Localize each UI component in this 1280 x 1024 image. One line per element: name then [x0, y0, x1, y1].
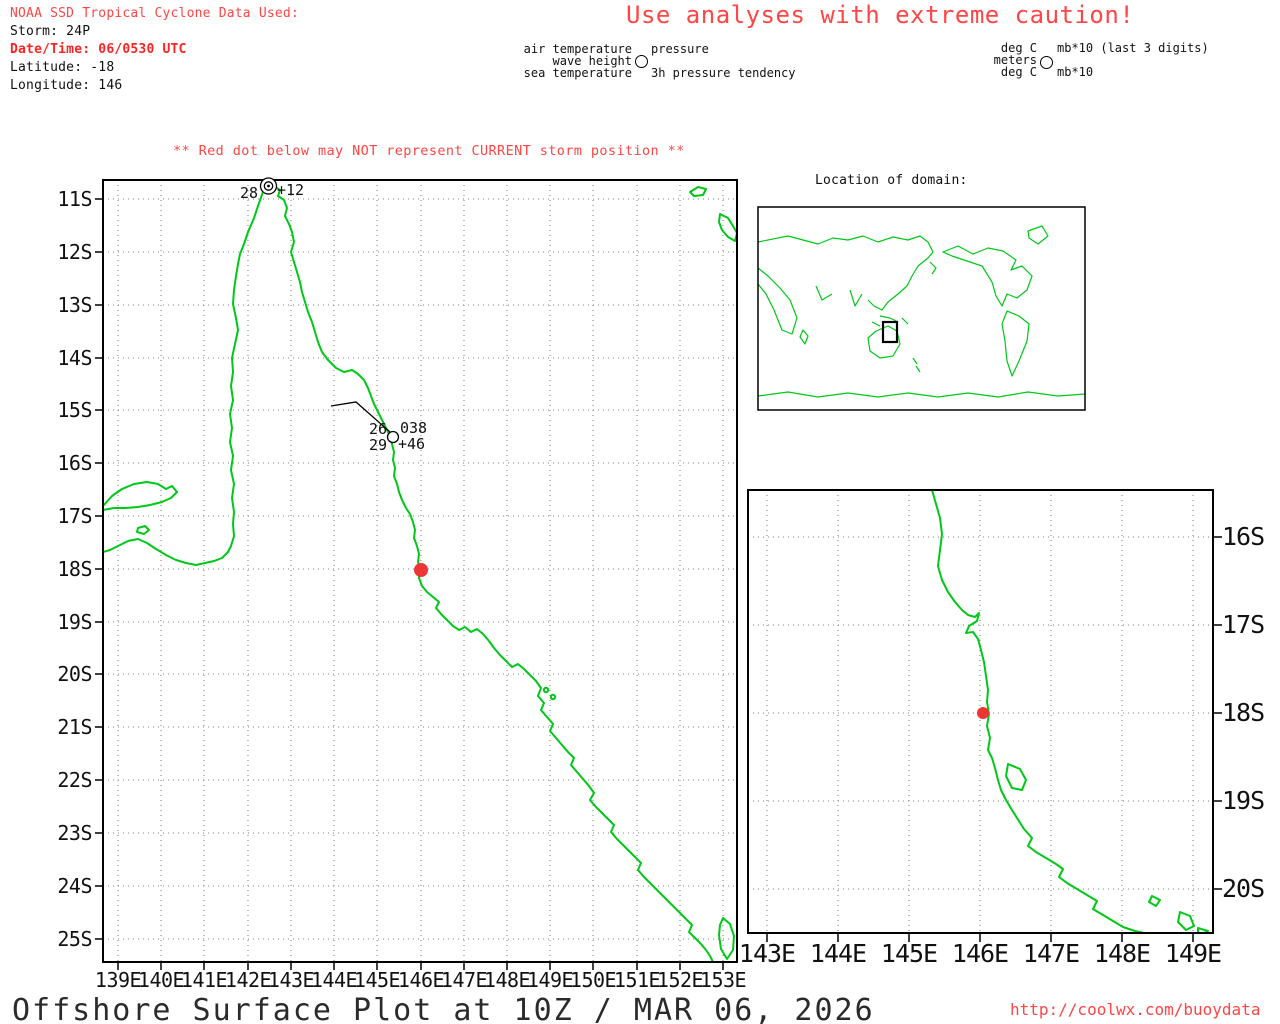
main-x-tick-label: 144E	[310, 968, 358, 992]
station-air-temp: 28	[239, 184, 258, 202]
main-x-tick-label: 140E	[137, 968, 185, 992]
inset-x-tick-label: 145E	[880, 939, 938, 968]
world-map-frame	[757, 206, 1086, 411]
inset-y-tick-label: 18S	[1222, 698, 1265, 727]
legend-air-temperature: air temperature	[523, 42, 632, 56]
queensland-coastline	[103, 180, 737, 962]
inset-y-tick-label: 20S	[1222, 874, 1265, 903]
legend-meters: meters	[993, 53, 1037, 67]
inset-x-tick-label: 149E	[1164, 939, 1222, 968]
main-x-tick-label: 147E	[440, 968, 488, 992]
main-y-tick-label: 21S	[57, 715, 92, 739]
storm-datetime: Date/Time: 06/0530 UTC	[10, 42, 187, 57]
main-x-tick-label: 149E	[526, 968, 574, 992]
main-y-tick-label: 12S	[57, 240, 92, 264]
station-circle-icon	[635, 55, 648, 68]
inset-x-tick-label: 144E	[809, 939, 867, 968]
main-y-tick-label: 25S	[57, 927, 92, 951]
main-y-tick-label: 14S	[57, 346, 92, 370]
main-x-tick-label: 150E	[569, 968, 617, 992]
caution-banner: Use analyses with extreme caution!	[626, 1, 1135, 29]
main-y-tick-label: 13S	[57, 293, 92, 317]
inset-x-tick-label: 143E	[738, 939, 796, 968]
main-x-tick-label: 148E	[483, 968, 531, 992]
legend-wave-height: wave height	[552, 54, 632, 68]
main-y-tick-label: 24S	[57, 874, 92, 898]
inset-y-tick-label: 16S	[1222, 522, 1265, 551]
station-tendency: +12	[277, 181, 305, 199]
wind-barb	[330, 401, 391, 433]
noaa-data-line: NOAA SSD Tropical Cyclone Data Used:	[10, 6, 299, 21]
main-x-tick-label: 143E	[267, 968, 315, 992]
station-air-temp: 26	[368, 420, 387, 438]
storm-id: Storm: 24P	[10, 24, 91, 39]
main-y-tick-label: 16S	[57, 451, 92, 475]
inset-grid	[748, 490, 1213, 933]
main-x-tick-label: 141E	[180, 968, 228, 992]
main-y-tick-label: 15S	[57, 398, 92, 422]
legend-degc-bottom: deg C	[1000, 65, 1037, 79]
inset-x-tick-label: 147E	[1022, 939, 1080, 968]
main-y-tick-label: 22S	[57, 768, 92, 792]
buoy-station-symbol	[259, 177, 278, 195]
world-locator-map	[757, 206, 1086, 411]
legend-mb10-top: mb*10 (last 3 digits)	[1057, 41, 1209, 55]
inset-y-tick-label: 19S	[1222, 786, 1265, 815]
main-map-frame	[102, 179, 738, 963]
storm-latitude: Latitude: -18	[10, 60, 115, 75]
station-sea-temp: 29	[368, 436, 387, 454]
main-map-ticks	[95, 198, 724, 970]
world-coastlines	[757, 225, 1086, 398]
legend-mb10-bottom: mb*10	[1057, 65, 1094, 79]
legend-pressure: pressure	[651, 42, 709, 56]
main-map	[95, 177, 738, 970]
inset-x-tick-label: 146E	[951, 939, 1009, 968]
storm-position-dot	[414, 563, 428, 577]
source-url: http://coolwx.com/buoydata	[1010, 1000, 1261, 1019]
main-x-tick-label: 145E	[353, 968, 401, 992]
main-y-tick-label: 17S	[57, 504, 92, 528]
zoom-inset-map	[747, 489, 1222, 942]
main-x-tick-label: 146E	[397, 968, 445, 992]
main-map-grid	[103, 180, 737, 962]
main-y-tick-label: 20S	[57, 662, 92, 686]
plot-title: Offshore Surface Plot at 10Z / MAR 06, 2…	[12, 993, 875, 1024]
main-x-tick-label: 151E	[613, 968, 661, 992]
main-x-tick-label: 152E	[656, 968, 704, 992]
main-x-tick-label: 139E	[94, 968, 142, 992]
station-tendency: +46	[398, 435, 426, 453]
legend-degc-top: deg C	[1000, 41, 1037, 55]
world-inset-title: Location of domain:	[815, 173, 968, 188]
inset-coastline	[931, 490, 1209, 933]
legend-sea-temperature: sea temperature	[523, 66, 632, 80]
main-y-tick-label: 18S	[57, 557, 92, 581]
legend-pressure-tendency: 3h pressure tendency	[651, 66, 796, 80]
station-circle-icon	[1040, 56, 1053, 69]
main-x-tick-label: 142E	[224, 968, 272, 992]
storm-position-dot	[977, 707, 989, 719]
main-x-tick-label: 153E	[699, 968, 747, 992]
inset-ticks	[766, 536, 1222, 942]
station-pressure: 038	[400, 419, 428, 437]
inset-y-tick-label: 17S	[1222, 610, 1265, 639]
main-y-tick-label: 19S	[57, 610, 92, 634]
buoy-station-symbol	[386, 430, 400, 444]
domain-location-box	[881, 320, 899, 344]
inset-x-tick-label: 148E	[1093, 939, 1151, 968]
main-y-tick-label: 11S	[57, 187, 92, 211]
storm-longitude: Longitude: 146	[10, 78, 123, 93]
main-y-tick-label: 23S	[57, 821, 92, 845]
storm-position-warning: ** Red dot below may NOT represent CURRE…	[173, 143, 685, 159]
